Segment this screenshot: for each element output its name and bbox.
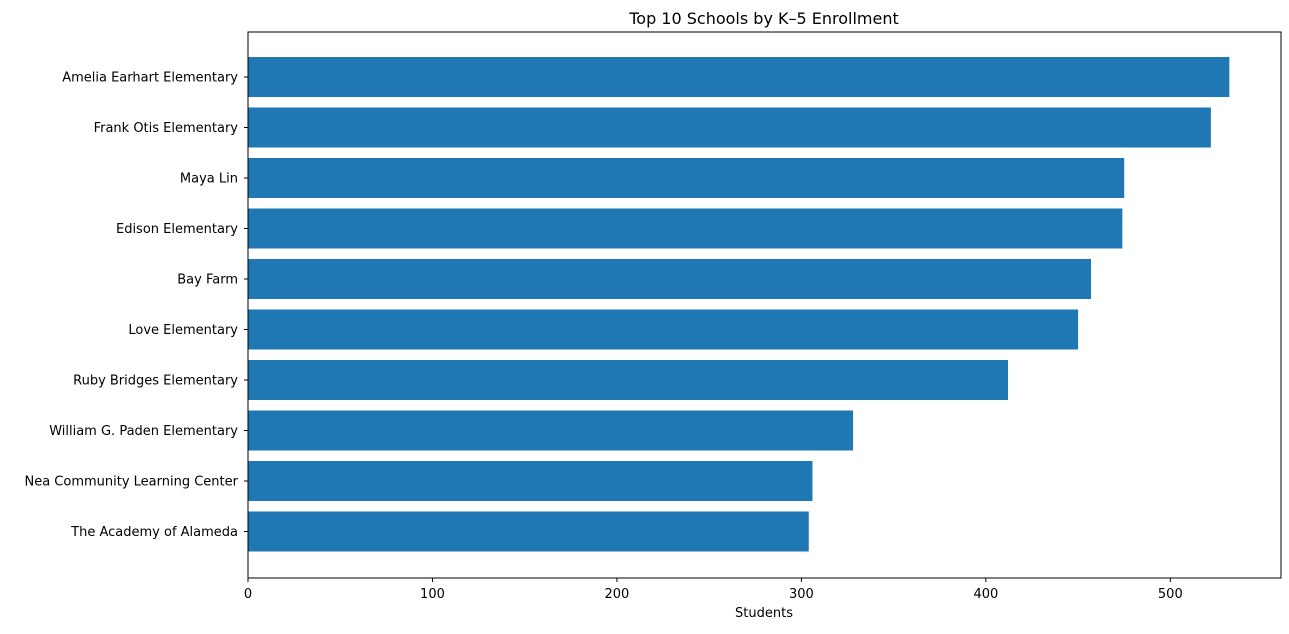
bar-william-g-paden-elementary bbox=[248, 410, 854, 451]
x-tick-label: 0 bbox=[244, 587, 252, 602]
bar-the-academy-of-alameda bbox=[248, 511, 809, 552]
bar-bay-farm bbox=[248, 259, 1092, 299]
bar-maya-lin bbox=[248, 158, 1125, 198]
x-tick-label: 400 bbox=[973, 587, 998, 602]
bar-frank-otis-elementary bbox=[248, 107, 1211, 148]
y-tick-label: William G. Paden Elementary bbox=[49, 424, 238, 439]
bar-nea-community-learning-center bbox=[248, 461, 813, 501]
y-tick-label: Amelia Earhart Elementary bbox=[62, 71, 238, 86]
y-tick-label: Edison Elementary bbox=[116, 222, 238, 237]
y-tick-label: Frank Otis Elementary bbox=[94, 121, 239, 136]
y-tick-label: Nea Community Learning Center bbox=[24, 475, 238, 490]
x-axis-label: Students bbox=[735, 606, 793, 621]
y-tick-label: Bay Farm bbox=[177, 273, 238, 288]
x-tick-label: 100 bbox=[420, 587, 445, 602]
x-tick-label: 300 bbox=[789, 587, 814, 602]
bar-ruby-bridges-elementary bbox=[248, 360, 1008, 400]
y-tick-label: The Academy of Alameda bbox=[70, 525, 238, 540]
y-tick-label: Love Elementary bbox=[128, 323, 238, 338]
x-axis-ticks: 0 100 200 300 400 500 bbox=[244, 578, 1183, 602]
chart-title: Top 10 Schools by K–5 Enrollment bbox=[628, 9, 899, 28]
bar-love-elementary bbox=[248, 309, 1079, 350]
y-tick-label: Maya Lin bbox=[180, 172, 238, 187]
y-tick-label: Ruby Bridges Elementary bbox=[73, 374, 238, 389]
x-tick-label: 200 bbox=[605, 587, 630, 602]
bars-layer bbox=[248, 57, 1230, 552]
x-tick-label: 500 bbox=[1158, 587, 1183, 602]
bar-edison-elementary bbox=[248, 208, 1123, 249]
y-axis-ticks: Amelia Earhart Elementary Frank Otis Elem… bbox=[24, 71, 248, 540]
bar-amelia-earhart-elementary bbox=[248, 57, 1230, 97]
plot-frame bbox=[247, 31, 1282, 579]
